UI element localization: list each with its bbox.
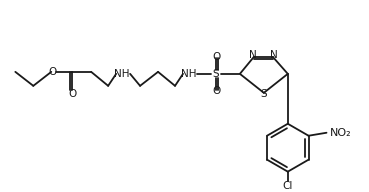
Text: NH: NH [114,69,130,79]
Text: O: O [213,86,221,96]
Text: NH: NH [181,69,197,79]
Text: S: S [213,69,219,79]
Text: O: O [48,67,56,77]
Text: O: O [68,89,76,99]
Text: N: N [249,50,257,60]
Text: Cl: Cl [283,181,293,191]
Text: O: O [213,52,221,62]
Text: S: S [261,89,267,99]
Text: NO₂: NO₂ [330,128,351,138]
Text: N: N [270,50,278,60]
